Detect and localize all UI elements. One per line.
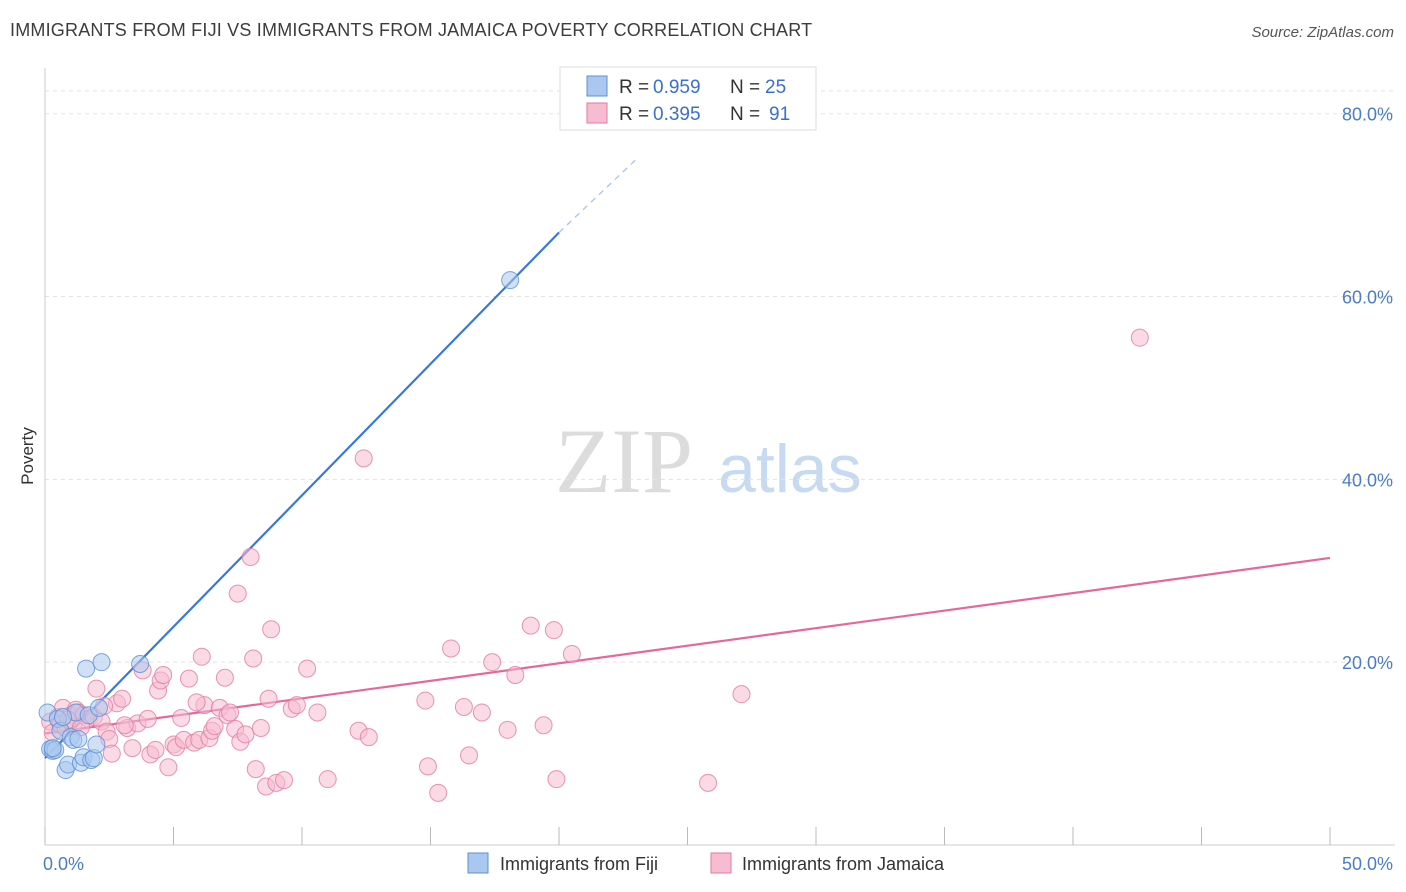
point-jamaica: [244, 649, 263, 668]
trend-line-jamaica: [44, 556, 1331, 735]
point-fiji: [501, 271, 520, 290]
point-jamaica: [259, 689, 278, 708]
bottom-legend: Immigrants from Fiji Immigrants from Jam…: [467, 852, 945, 874]
bottom-legend-label-jamaica: Immigrants from Jamaica: [742, 854, 945, 874]
point-jamaica: [159, 758, 178, 777]
point-jamaica: [454, 697, 473, 716]
point-jamaica: [298, 659, 317, 678]
chart-title: IMMIGRANTS FROM FIJI VS IMMIGRANTS FROM …: [10, 20, 813, 40]
y-tick-labels: 20.0% 40.0% 60.0% 80.0%: [1342, 105, 1393, 673]
legend-n-label-fiji: N =: [730, 77, 760, 98]
y-tick-label-20: 20.0%: [1342, 653, 1393, 673]
point-jamaica: [154, 665, 173, 684]
bottom-legend-swatch-fiji: [467, 852, 489, 874]
point-jamaica: [205, 717, 224, 736]
point-jamaica: [521, 616, 540, 635]
point-jamaica: [246, 760, 265, 779]
point-fiji: [89, 698, 108, 717]
point-jamaica: [179, 669, 198, 688]
point-jamaica: [308, 703, 327, 722]
point-jamaica: [115, 716, 134, 735]
point-jamaica: [87, 679, 106, 698]
legend-swatch-jamaica: [586, 102, 608, 124]
point-jamaica: [699, 773, 718, 792]
point-jamaica: [534, 716, 553, 735]
point-fiji: [43, 739, 62, 758]
point-jamaica: [318, 770, 337, 789]
bottom-legend-swatch-jamaica: [710, 852, 732, 874]
point-jamaica: [192, 647, 211, 666]
point-jamaica: [138, 709, 157, 728]
point-jamaica: [506, 665, 525, 684]
point-jamaica: [442, 639, 461, 658]
watermark-zip: ZIP: [555, 410, 693, 512]
point-jamaica: [172, 708, 191, 727]
axes: [44, 68, 1395, 846]
point-jamaica: [113, 689, 132, 708]
point-jamaica: [221, 703, 240, 722]
y-axis-label: Poverty: [18, 427, 37, 485]
source-label: Source: ZipAtlas.com: [1251, 24, 1394, 41]
legend-n-label-jamaica: N =: [730, 104, 760, 125]
point-jamaica: [1130, 328, 1149, 347]
point-jamaica: [102, 744, 121, 763]
point-jamaica: [262, 620, 281, 639]
point-jamaica: [241, 548, 260, 567]
point-jamaica: [187, 693, 206, 712]
point-jamaica: [460, 746, 479, 765]
point-fiji: [77, 659, 96, 678]
point-jamaica: [562, 644, 581, 663]
legend-box: R = 0.959 N = 25 R = 0.395 N = 91: [559, 66, 817, 131]
point-fiji: [131, 655, 150, 674]
legend-r-value-jamaica: 0.395: [653, 104, 701, 125]
point-jamaica: [732, 685, 751, 704]
point-jamaica: [275, 771, 294, 790]
watermark-atlas: atlas: [718, 431, 862, 507]
point-jamaica: [215, 668, 234, 687]
point-jamaica: [354, 449, 373, 468]
point-jamaica: [544, 621, 563, 640]
point-jamaica: [472, 703, 491, 722]
point-jamaica: [418, 757, 437, 776]
point-fiji: [87, 735, 106, 754]
point-fiji: [69, 729, 88, 748]
point-jamaica: [236, 725, 255, 744]
point-jamaica: [359, 728, 378, 747]
legend-swatch-fiji: [586, 75, 608, 97]
point-jamaica: [547, 770, 566, 789]
x-tick-min: 0.0%: [43, 854, 84, 874]
point-fiji: [53, 708, 72, 727]
trend-line-fiji-extension: [558, 158, 637, 234]
y-tick-label-40: 40.0%: [1342, 470, 1393, 490]
legend-n-value-jamaica: 91: [769, 104, 790, 125]
point-fiji: [92, 653, 111, 672]
legend-n-value-fiji: 25: [765, 77, 786, 98]
point-jamaica: [498, 720, 517, 739]
trend-lines: [44, 158, 1331, 759]
trend-line-fiji: [44, 231, 560, 759]
legend-r-label-jamaica: R =: [619, 104, 649, 125]
data-points: [38, 271, 1149, 802]
legend-r-value-fiji: 0.959: [653, 77, 701, 98]
y-tick-label-60: 60.0%: [1342, 288, 1393, 308]
point-jamaica: [123, 739, 142, 758]
point-jamaica: [146, 740, 165, 759]
point-jamaica: [228, 584, 247, 603]
x-tick-max: 50.0%: [1342, 854, 1393, 874]
point-jamaica: [416, 691, 435, 710]
point-jamaica: [251, 718, 270, 737]
legend-r-label-fiji: R =: [619, 77, 649, 98]
bottom-legend-label-fiji: Immigrants from Fiji: [500, 854, 658, 874]
point-jamaica: [287, 696, 306, 715]
point-jamaica: [429, 783, 448, 802]
point-jamaica: [483, 653, 502, 672]
y-tick-label-80: 80.0%: [1342, 105, 1393, 125]
